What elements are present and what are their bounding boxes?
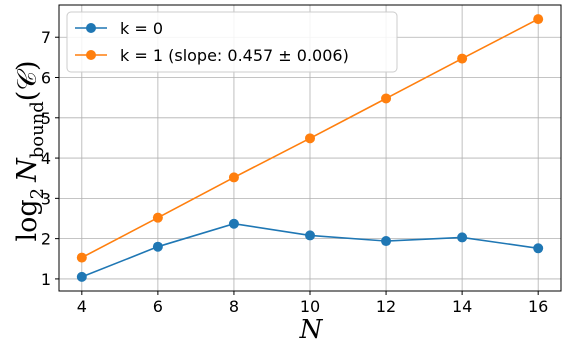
x-tick-label: 10 bbox=[300, 297, 320, 316]
y-label-prefix: log bbox=[12, 199, 43, 241]
data-point-k1 bbox=[76, 252, 87, 263]
data-point-k0 bbox=[305, 230, 315, 241]
x-tick-label: 6 bbox=[153, 297, 163, 316]
y-tick-label: 5 bbox=[41, 109, 51, 128]
y-tick-label: 3 bbox=[41, 189, 51, 208]
legend: k = 0 k = 1 (slope: 0.457 ± 0.006) bbox=[66, 11, 398, 73]
series-layer bbox=[76, 14, 544, 282]
legend-marker-k0 bbox=[86, 23, 96, 33]
x-tick-label: 8 bbox=[229, 297, 239, 316]
x-tick-label: 12 bbox=[376, 297, 396, 316]
data-point-k0 bbox=[457, 232, 468, 243]
y-tick-label: 6 bbox=[41, 69, 51, 88]
y-tick-label: 1 bbox=[41, 270, 51, 289]
data-point-k0 bbox=[533, 243, 544, 254]
y-label-arg: (𝒞) bbox=[12, 60, 43, 101]
legend-marker-k1 bbox=[86, 50, 96, 60]
y-tick-label: 4 bbox=[41, 149, 51, 168]
data-point-k1 bbox=[533, 14, 544, 25]
y-label-base: 2 bbox=[27, 188, 48, 199]
data-point-k0 bbox=[76, 271, 87, 282]
x-tick-label: 16 bbox=[528, 297, 548, 316]
legend-box bbox=[66, 11, 398, 73]
x-tick-label: 14 bbox=[452, 297, 472, 316]
data-point-k1 bbox=[228, 172, 239, 183]
data-point-k0 bbox=[152, 241, 163, 252]
data-point-k1 bbox=[381, 93, 392, 104]
y-tick-label: 7 bbox=[41, 28, 51, 47]
legend-label-k0: k = 0 bbox=[120, 19, 163, 38]
y-tick-label: 2 bbox=[41, 230, 51, 249]
x-tick-label: 4 bbox=[77, 297, 87, 316]
data-point-k1 bbox=[152, 212, 163, 223]
x-axis-label: N bbox=[299, 315, 324, 342]
data-point-k1 bbox=[305, 133, 315, 144]
y-label-sub: bound bbox=[27, 101, 48, 158]
y-axis-label: log2 Nbound(𝒞) bbox=[12, 60, 48, 241]
data-point-k1 bbox=[457, 53, 468, 64]
y-label-var: N bbox=[12, 157, 43, 183]
data-point-k0 bbox=[228, 218, 239, 229]
legend-label-k1: k = 1 (slope: 0.457 ± 0.006) bbox=[120, 46, 349, 65]
data-point-k0 bbox=[381, 236, 392, 247]
